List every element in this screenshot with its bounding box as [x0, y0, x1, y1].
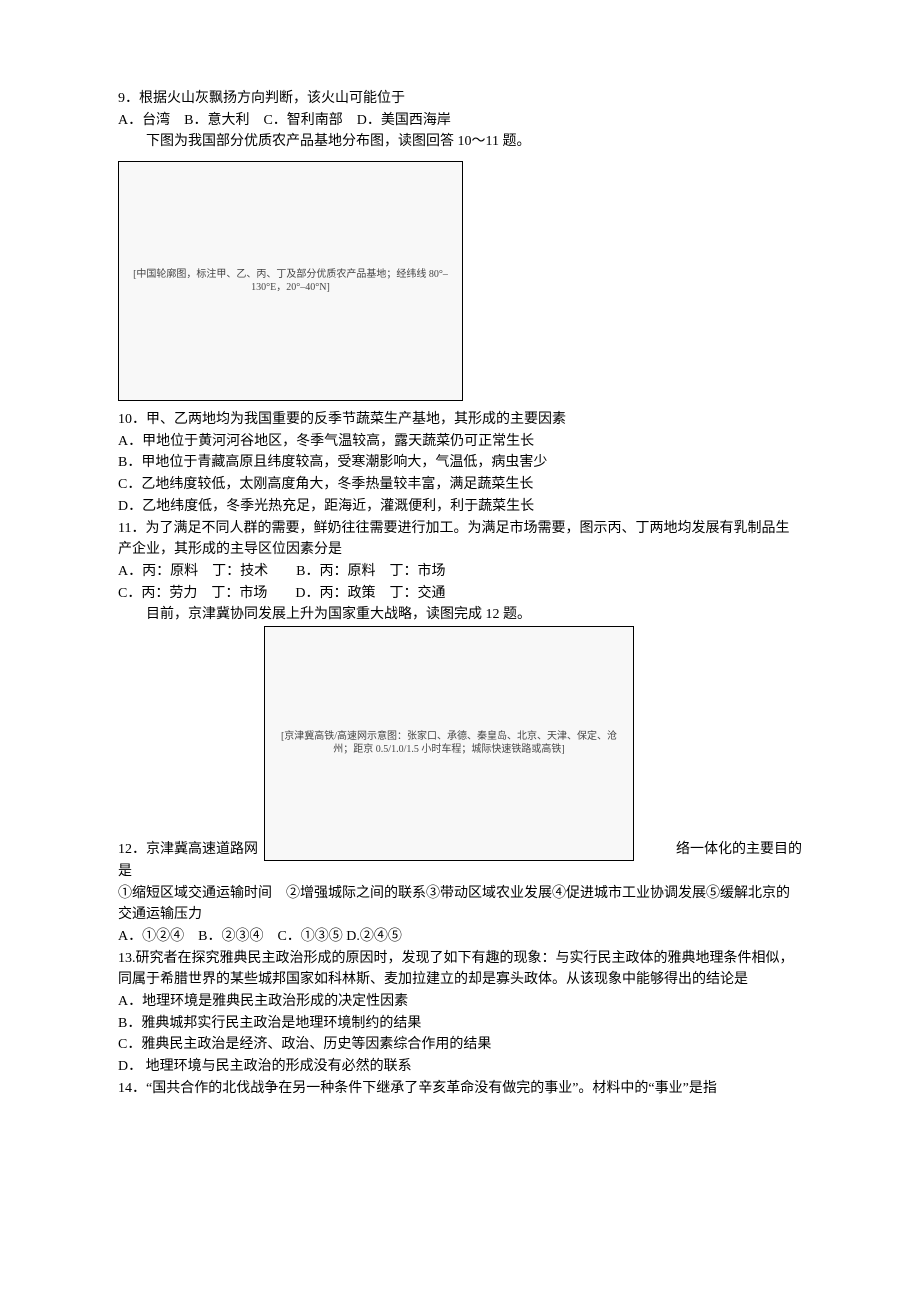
q10-opt-d: D．乙地纬度低，冬季光热充足，距海近，灌溉便利，利于蔬菜生长	[118, 496, 802, 518]
figure-1-wrap: [中国轮廓图，标注甲、乙、丙、丁及部分优质农产品基地；经纬线 80°–130°E…	[118, 161, 802, 401]
q13-opt-b: B．雅典城邦实行民主政治是地理环境制约的结果	[118, 1013, 802, 1035]
intro-10-11: 下图为我国部分优质农产品基地分布图，读图回答 10～11 题。	[118, 131, 802, 153]
q11-opts-row1: A．丙：原料 丁：技术 B．丙：原料 丁：市场	[118, 561, 802, 583]
intro-12: 目前，京津冀协同发展上升为国家重大战略，读图完成 12 题。	[118, 604, 802, 626]
q13-opt-c: C．雅典民主政治是经济、政治、历史等因素综合作用的结果	[118, 1034, 802, 1056]
q12-stem-left: 12．京津冀高速道路网	[118, 839, 258, 861]
q12-stem-tail: 是	[118, 861, 802, 883]
q11-opts-row2: C．丙：劳力 丁：市场 D．丙：政策 丁：交通	[118, 583, 802, 605]
q9-stem: 9．根据火山灰飘扬方向判断，该火山可能位于	[118, 88, 802, 110]
q11-stem: 11．为了满足不同人群的需要，鲜奶往往需要进行加工。为满足市场需要，图示丙、丁两…	[118, 518, 802, 561]
q13-stem: 13.研究者在探究雅典民主政治形成的原因时，发现了如下有趣的现象：与实行民主政体…	[118, 948, 802, 991]
q12-row: 12．京津冀高速道路网 [京津冀高铁/高速网示意图：张家口、承德、秦皇岛、北京、…	[118, 626, 802, 861]
q12-options: A．①②④ B．②③④ C．①③⑤ D.②④⑤	[118, 926, 802, 948]
q10-opt-c: C．乙地纬度较低，太刚高度角大，冬季热量较丰富，满足蔬菜生长	[118, 474, 802, 496]
figure-1-placeholder: [中国轮廓图，标注甲、乙、丙、丁及部分优质农产品基地；经纬线 80°–130°E…	[125, 268, 456, 294]
q13-opt-d: D． 地理环境与民主政治的形成没有必然的联系	[118, 1056, 802, 1078]
figure-jjj-map: [京津冀高铁/高速网示意图：张家口、承德、秦皇岛、北京、天津、保定、沧州；距京 …	[264, 626, 634, 861]
figure-2-placeholder: [京津冀高铁/高速网示意图：张家口、承德、秦皇岛、北京、天津、保定、沧州；距京 …	[271, 730, 627, 756]
q12-stem-right: 络一体化的主要目的	[676, 839, 802, 861]
q14-stem: 14．“国共合作的北伐战争在另一种条件下继承了辛亥革命没有做完的事业”。材料中的…	[118, 1078, 802, 1100]
figure-china-map: [中国轮廓图，标注甲、乙、丙、丁及部分优质农产品基地；经纬线 80°–130°E…	[118, 161, 463, 401]
q10-stem: 10．甲、乙两地均为我国重要的反季节蔬菜生产基地，其形成的主要因素	[118, 409, 802, 431]
q12-choices: ①缩短区域交通运输时间 ②增强城际之间的联系③带动区域农业发展④促进城市工业协调…	[118, 883, 802, 926]
q9-options: A．台湾 B．意大利 C．智利南部 D．美国西海岸	[118, 110, 802, 132]
q10-opt-b: B．甲地位于青藏高原且纬度较高，受寒潮影响大，气温低，病虫害少	[118, 452, 802, 474]
q13-opt-a: A．地理环境是雅典民主政治形成的决定性因素	[118, 991, 802, 1013]
q10-opt-a: A．甲地位于黄河河谷地区，冬季气温较高，露天蔬菜仍可正常生长	[118, 431, 802, 453]
